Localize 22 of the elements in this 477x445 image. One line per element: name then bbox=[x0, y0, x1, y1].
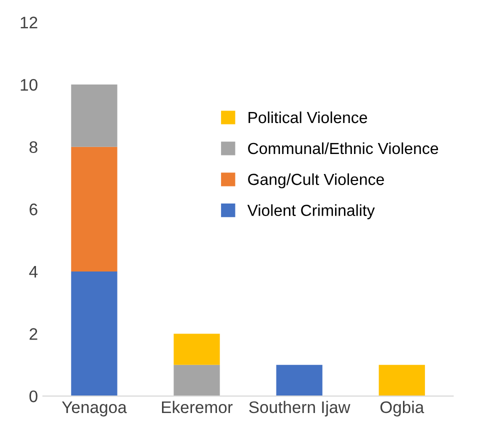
y-tick-label: 12 bbox=[20, 16, 38, 28]
bar bbox=[174, 364, 220, 396]
bar bbox=[276, 364, 322, 396]
x-tick-label: Ekeremor bbox=[162, 400, 233, 414]
y-tick-label: 0 bbox=[29, 390, 38, 402]
y-tick-label: 8 bbox=[30, 141, 38, 154]
x-tick-label: Southern Ijaw bbox=[249, 400, 350, 416]
bar bbox=[174, 334, 220, 365]
y-tick-label: 6 bbox=[30, 204, 38, 216]
bar bbox=[71, 84, 118, 147]
legend-label: Gang/Cult Violence bbox=[248, 173, 384, 188]
bar bbox=[71, 146, 118, 272]
y-tick-label: 2 bbox=[30, 328, 38, 340]
x-tick-label: Ogbia bbox=[380, 400, 424, 416]
bar bbox=[378, 364, 425, 396]
legend-label: Violent Criminality bbox=[247, 204, 375, 220]
y-tick-label: 4 bbox=[29, 266, 38, 278]
x-tick-label: Yenagoa bbox=[62, 402, 127, 416]
bar bbox=[71, 271, 118, 396]
legend-label: Political Violence bbox=[248, 111, 368, 124]
y-tick-label: 10 bbox=[20, 78, 38, 91]
legend-label: Communal/Ethnic Violence bbox=[248, 142, 438, 154]
